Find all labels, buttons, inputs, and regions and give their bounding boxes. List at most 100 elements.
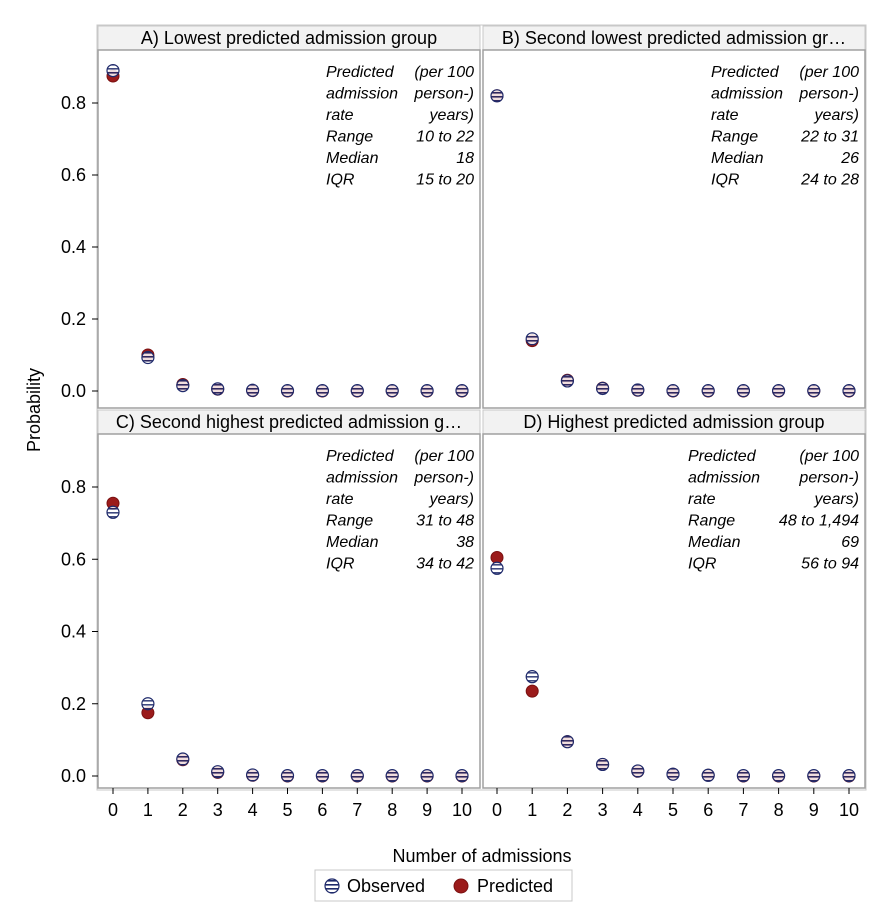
point-observed [736,769,751,783]
point-observed [595,757,610,772]
x-tick-label: 7 [352,800,362,820]
stats-header-left: rate [326,491,354,508]
panel-plot-frame [482,49,866,409]
point-predicted [525,684,539,698]
panel-plot-frame [482,433,866,789]
stats-header-right: person-) [413,86,474,103]
panels: A) Lowest predicted admission group Predi… [61,25,866,820]
x-tick-label: 4 [248,800,258,820]
stats-row-value: 34 to 42 [416,556,474,573]
point-observed [525,332,539,346]
point-observed [701,768,715,782]
stats-row-value: 56 to 94 [801,556,859,573]
stats-row-label: IQR [711,172,740,189]
y-tick-label: 0.2 [61,694,86,714]
y-axis-title: Probability [24,368,44,452]
stats-header-left: Predicted [326,64,395,81]
panel-b: B) Second lowest predicted admission gr…… [482,25,866,409]
point-observed [385,769,399,783]
x-tick-label: 6 [317,800,327,820]
stats-header-right: years) [814,491,859,508]
panel-c: C) Second highest predicted admission g…… [61,409,481,820]
y-tick-label: 0.2 [61,309,86,329]
point-observed [666,384,680,398]
point-observed [141,350,155,365]
x-tick-label: 3 [598,800,608,820]
point-observed [176,379,190,393]
stats-header-left: Predicted [711,64,780,81]
point-observed [246,383,260,397]
stats-row-label: Median [688,534,741,551]
stats-header-right: years) [429,107,474,124]
panel-plot-frame [97,433,481,789]
point-observed [420,769,434,783]
y-tick-label: 0.4 [61,622,86,642]
point-observed [490,89,504,103]
legend-observed-marker [324,878,340,894]
stats-header-right: (per 100 [414,64,474,81]
y-tick-label: 0.8 [61,477,86,497]
stats-row-value: 26 [840,150,859,167]
x-tick-label: 4 [633,800,643,820]
point-observed [106,63,120,78]
point-predicted [490,550,504,564]
legend: Observed Predicted [314,869,573,902]
panel-title: B) Second lowest predicted admission gr… [502,28,846,48]
x-tick-label: 5 [282,800,292,820]
point-observed [280,769,295,783]
panel-title: D) Highest predicted admission group [523,412,824,432]
x-tick-label: 10 [839,800,859,820]
stats-header-left: rate [711,107,739,124]
panel-d: D) Highest predicted admission group Pred… [482,409,866,820]
stats-header-left: rate [688,491,716,508]
point-observed [280,384,295,398]
point-observed [350,384,364,398]
x-tick-label: 7 [738,800,748,820]
panel-a: A) Lowest predicted admission group Predi… [61,25,481,409]
stats-header-right: years) [429,491,474,508]
x-tick-label: 10 [452,800,472,820]
point-observed [701,384,715,398]
stats-header-left: Predicted [688,448,757,465]
point-observed [525,670,539,684]
x-axis-title: Number of admissions [392,846,571,866]
stats-row-value: 10 to 22 [416,129,474,146]
point-observed [455,384,469,398]
y-tick-label: 0.8 [61,93,86,113]
stats-row-label: Range [326,129,373,146]
point-observed [385,384,399,398]
stats-header-left: admission [711,86,783,103]
outer-frame [96,24,867,791]
panel-title: A) Lowest predicted admission group [141,28,437,48]
stats-row-label: Range [711,129,758,146]
point-observed [842,769,856,783]
stats-row-label: Range [688,513,735,530]
panel-title-strip [482,25,866,51]
stats-header-left: rate [326,107,354,124]
point-observed [631,764,645,778]
y-tick-label: 0.6 [61,165,86,185]
stats-header-right: (per 100 [799,64,859,81]
stats-row-value: 69 [841,534,859,551]
stats-row-value: 38 [456,534,474,551]
legend-box [314,869,573,902]
point-observed [211,382,225,396]
stats-row-value: 31 to 48 [416,513,474,530]
point-observed [315,769,329,783]
stats-header-right: person-) [798,86,859,103]
stats-row-label: IQR [326,556,355,573]
point-observed [420,384,434,398]
point-observed [560,374,575,388]
stats-row-label: Range [326,513,373,530]
point-observed [315,384,329,398]
point-observed [771,384,786,398]
point-observed [595,381,610,396]
stats-header-left: admission [688,470,760,487]
point-observed [807,384,821,398]
stats-header-right: (per 100 [799,448,859,465]
x-tick-label: 0 [492,800,502,820]
point-observed [842,384,856,398]
x-tick-label: 2 [178,800,188,820]
stats-row-value: 48 to 1,494 [779,513,859,530]
